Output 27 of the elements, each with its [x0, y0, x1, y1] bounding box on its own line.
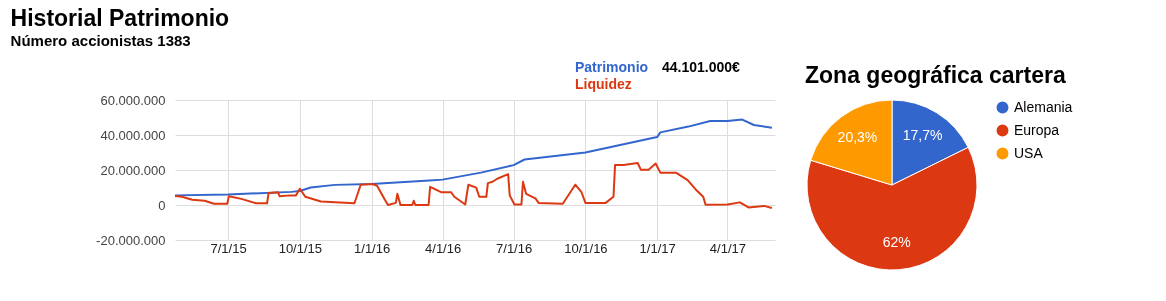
data-label: 17,7%: [902, 126, 943, 143]
x-tick-label: 7/1/16: [496, 240, 533, 256]
y-tick-label: 40.000.000: [100, 127, 166, 143]
y-tick-label: -20.000.000: [96, 232, 166, 248]
x-tick-label: 1/1/16: [354, 240, 391, 256]
y-tick-label: 20.000.000: [100, 162, 166, 178]
x-tick-label: 7/1/15: [210, 240, 247, 256]
text: Liquidez: [575, 76, 632, 92]
x-tick-label: 10/1/16: [564, 240, 608, 256]
x-tick-label: 4/1/16: [425, 240, 462, 256]
chart-subtitle: Número accionistas 1383: [10, 32, 191, 49]
legend-label: Alemania: [1014, 98, 1073, 115]
text: 44.101.000€: [662, 59, 741, 75]
chart-title: Zona geográfica cartera: [805, 62, 1066, 88]
data-label: 62%: [882, 233, 911, 250]
line-series: [174, 118, 773, 197]
legend-label: USA: [1014, 144, 1044, 161]
chart-title: Historial Patrimonio: [10, 5, 230, 31]
x-tick-label: 4/1/17: [709, 240, 746, 256]
legend-label: Europa: [1014, 121, 1060, 138]
x-tick-label: 10/1/15: [278, 240, 323, 256]
text: Patrimonio: [575, 59, 649, 75]
y-tick-label: 60.000.000: [100, 92, 166, 108]
line-series: [174, 162, 773, 209]
y-tick-label: 0: [158, 197, 166, 213]
x-tick-label: 1/1/17: [639, 240, 676, 256]
data-label: 20,3%: [837, 129, 878, 146]
